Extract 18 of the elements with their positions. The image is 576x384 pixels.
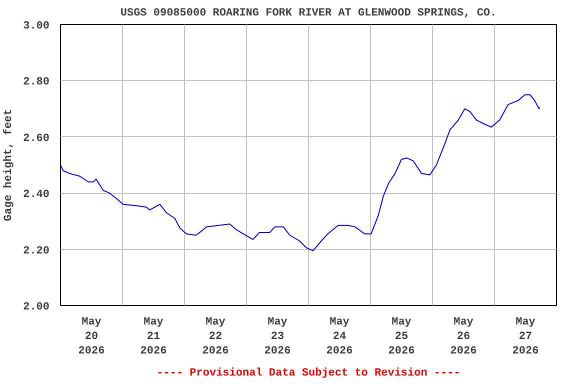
- x-tick-label: May 26 2026: [450, 316, 477, 358]
- x-tick-label: May 25 2026: [388, 316, 415, 358]
- chart-title: USGS 09085000 ROARING FORK RIVER AT GLENWOOD SPRINGS, CO.: [120, 8, 497, 20]
- x-tick-label: May 22 2026: [202, 316, 229, 358]
- y-axis-title: Gage height, feet: [2, 108, 16, 222]
- x-tick-label: May 21 2026: [140, 316, 167, 358]
- y-tick-label: 2.60: [23, 132, 50, 145]
- y-tick-label: 2.80: [23, 76, 50, 89]
- y-tick-label: 2.00: [23, 302, 50, 314]
- y-tick-label: 3.00: [23, 20, 50, 32]
- x-tick-label: May 20 2026: [78, 316, 105, 358]
- x-tick-label: May 24 2026: [326, 316, 353, 358]
- line-series: [60, 94, 540, 252]
- x-tick-label: May 27 2026: [512, 316, 539, 358]
- y-tick-label: 2.40: [23, 189, 50, 202]
- y-tick-label: 2.20: [23, 245, 50, 258]
- text: ---- Provisional Data Subject to Revision ----: [156, 368, 460, 380]
- x-tick-label: May 23 2026: [264, 316, 291, 358]
